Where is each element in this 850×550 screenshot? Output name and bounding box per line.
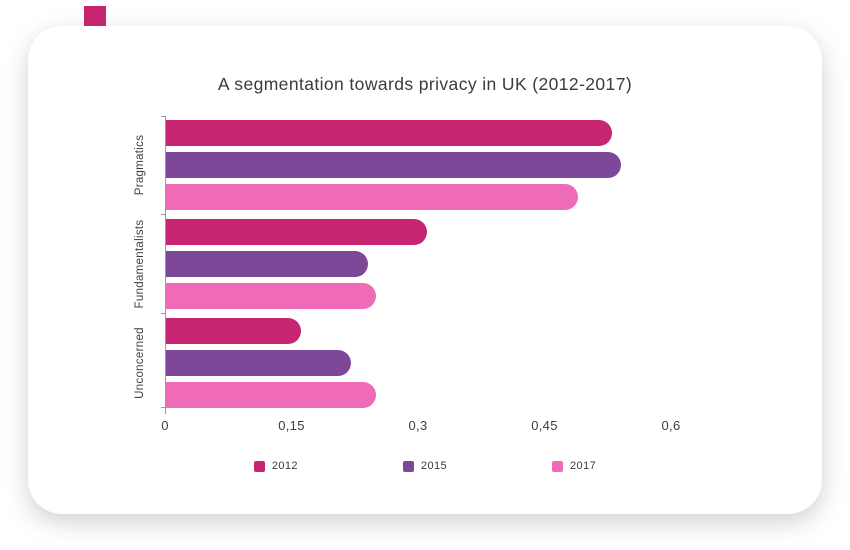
y-axis-tick	[161, 116, 165, 117]
category-label-unconcerned: Unconcerned	[134, 327, 146, 399]
bar-2015-unconcerned	[166, 350, 352, 376]
category-label-fundamentalists: Fundamentalists	[134, 219, 146, 309]
x-axis-labels: 0 0,15 0,3 0,45 0,6	[161, 408, 680, 434]
bar-2015-pragmatics	[166, 152, 621, 178]
y-axis-tick	[161, 313, 165, 314]
legend-label-2012: 2012	[271, 460, 298, 472]
legend-item-2017: 2017	[552, 460, 596, 472]
bar-2015-fundamentalists	[166, 251, 368, 277]
bar-2017-fundamentalists	[166, 283, 377, 309]
x-tick-label: 0,6	[661, 418, 681, 433]
chart-card: A segmentation towards privacy in UK (20…	[28, 26, 822, 514]
decorative-accent-square	[84, 6, 106, 28]
x-tick-label: 0	[161, 418, 169, 433]
y-axis-line	[165, 116, 166, 408]
bar-group-pragmatics	[166, 120, 671, 210]
legend-item-2015: 2015	[402, 460, 448, 472]
x-axis-zero-tick	[165, 408, 166, 414]
legend-swatch-2015	[402, 460, 414, 472]
legend-label-2015: 2015	[420, 460, 448, 472]
y-axis-tick	[161, 407, 165, 408]
legend-swatch-2017	[552, 460, 564, 472]
category-label-pragmatics: Pragmatics	[134, 134, 146, 196]
bar-2012-pragmatics	[166, 120, 613, 146]
bar-2012-unconcerned	[166, 318, 301, 344]
bar-group-unconcerned	[166, 318, 671, 408]
chart-title: A segmentation towards privacy in UK (20…	[217, 74, 633, 94]
legend: 2012 2015 2017	[28, 460, 822, 472]
bar-groups	[166, 116, 671, 408]
plot-area: Pragmatics Fundamentalists Unconcerned 0…	[134, 116, 680, 433]
bar-2017-unconcerned	[166, 382, 377, 408]
legend-item-2012: 2012	[253, 460, 298, 472]
bar-group-fundamentalists	[166, 219, 671, 309]
y-axis-tick	[161, 214, 165, 215]
x-tick-label: 0,45	[531, 418, 558, 433]
x-tick-label: 0,3	[408, 418, 428, 433]
legend-label-2017: 2017	[570, 460, 597, 472]
x-tick-label: 0,15	[278, 418, 305, 433]
bar-2017-pragmatics	[166, 184, 579, 210]
bar-2012-fundamentalists	[166, 219, 427, 245]
legend-swatch-2012	[253, 460, 265, 472]
